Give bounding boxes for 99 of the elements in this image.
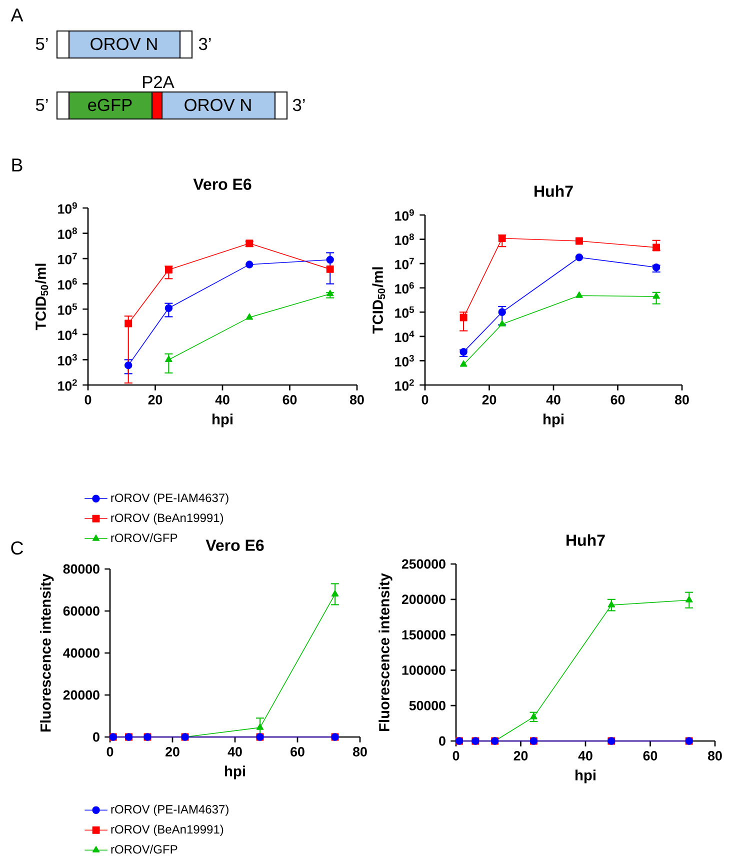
point <box>124 361 132 370</box>
text: eGFP <box>88 98 132 112</box>
point <box>164 266 172 274</box>
x-tick-label: 0 <box>106 747 114 756</box>
y-tick-label: 10$^{9}$ <box>58 202 77 214</box>
y-tick-label: 200000 <box>402 594 446 604</box>
y-tick-label: 10$^{5}$ <box>395 306 414 318</box>
y-tick-label: 10$^{2}$ <box>395 379 414 391</box>
legend-label: rOROV/GFP <box>111 844 178 854</box>
y-tick-label: 10$^{7}$ <box>58 252 77 264</box>
legend-label: rOROV (PE-IAM4637) <box>111 493 228 504</box>
chart-title: Vero E6 <box>206 540 264 551</box>
x-tick-label: 40 <box>546 395 560 404</box>
legend-label: rOROV (BeAn19991) <box>111 824 224 836</box>
text: B <box>12 158 22 172</box>
x-tick-label: 20 <box>148 395 162 404</box>
x-tick-label: 0 <box>452 751 460 760</box>
x-tick-label: 80 <box>675 395 689 404</box>
text: 3’ <box>292 98 305 112</box>
x-tick-label: 60 <box>290 747 304 756</box>
x-tick-label: 40 <box>578 751 592 760</box>
y-tick-label: 150000 <box>402 630 446 640</box>
point <box>498 320 506 326</box>
point <box>165 356 172 362</box>
y-axis-title: TCID$_{50}$/ml <box>372 267 386 334</box>
point <box>576 291 583 298</box>
x-tick-label: 60 <box>610 395 625 404</box>
y-tick-label: 60000 <box>63 606 100 616</box>
y-tick-label: 100000 <box>402 665 446 675</box>
y-tick-label: 10$^{3}$ <box>58 354 77 366</box>
point <box>685 596 693 602</box>
legend-label: rOROV/GFP <box>111 533 178 542</box>
x-tick-label: 60 <box>643 751 658 760</box>
point <box>575 237 583 245</box>
y-tick-label: 250000 <box>402 559 446 569</box>
y-tick-label: 10$^{6}$ <box>58 278 77 290</box>
y-tick-label: 20000 <box>63 690 100 700</box>
point <box>652 292 660 299</box>
x-tick-label: 80 <box>353 747 367 756</box>
x-axis-title: hpi <box>212 414 232 428</box>
legend-label: rOROV (BeAn19991) <box>111 513 224 524</box>
text: OROV N <box>90 38 157 50</box>
chart-title: Huh7 <box>566 534 605 546</box>
text: C <box>11 541 24 555</box>
x-axis-title: hpi <box>544 414 564 428</box>
y-tick-label: 10$^{6}$ <box>395 282 414 294</box>
text: A <box>10 8 24 22</box>
y-tick-label: 40000 <box>63 648 100 658</box>
y-tick-label: 10$^{4}$ <box>395 330 414 342</box>
point <box>124 320 132 328</box>
point <box>246 260 254 268</box>
y-tick-label: 0 <box>93 732 100 742</box>
y-tick-label: 50000 <box>409 700 446 710</box>
x-tick-label: 40 <box>228 747 242 756</box>
y-tick-label: 0 <box>439 736 446 746</box>
y-tick-label: 10$^{7}$ <box>395 258 414 270</box>
text: P2A <box>143 76 174 88</box>
point <box>460 314 468 322</box>
text: 5’ <box>36 98 48 112</box>
point <box>575 254 584 262</box>
y-axis-title: Fluorescence intensity <box>40 574 54 732</box>
y-axis-title: Fluorescence intensity <box>378 573 392 731</box>
x-tick-label: 40 <box>215 395 230 404</box>
point <box>498 234 506 242</box>
point <box>530 712 538 720</box>
y-tick-label: 10$^{2}$ <box>58 379 77 391</box>
y-tick-label: 10$^{9}$ <box>395 209 414 221</box>
x-tick-label: 60 <box>282 395 297 404</box>
y-tick-label: 10$^{8}$ <box>58 228 77 240</box>
point <box>460 360 468 367</box>
x-tick-label: 20 <box>514 751 528 760</box>
x-tick-label: 80 <box>350 395 364 404</box>
point <box>326 265 334 273</box>
chart-title: Vero E6 <box>193 178 252 190</box>
y-tick-label: 80000 <box>63 564 100 574</box>
y-tick-label: 10$^{8}$ <box>395 234 414 246</box>
point <box>652 244 660 252</box>
x-tick-label: 20 <box>166 747 180 756</box>
point <box>326 256 334 264</box>
y-tick-label: 10$^{5}$ <box>58 303 78 315</box>
x-tick-label: 80 <box>708 751 722 760</box>
point <box>498 308 506 316</box>
legend-label: rOROV (PE-IAM4637) <box>111 804 228 816</box>
x-tick-label: 0 <box>84 395 92 404</box>
point <box>246 313 254 320</box>
point <box>608 600 616 608</box>
x-axis-title: hpi <box>225 766 245 780</box>
point <box>331 590 339 596</box>
y-axis-title: TCID$_{50}$/ml <box>35 264 48 330</box>
y-tick-label: 10$^{3}$ <box>395 354 414 366</box>
chart-title: Huh7 <box>534 185 573 197</box>
text: OROV N <box>184 98 251 112</box>
text: 5’ <box>36 38 48 50</box>
x-axis-title: hpi <box>576 770 596 784</box>
y-tick-label: 10$^{4}$ <box>58 328 78 340</box>
point <box>164 304 173 312</box>
text: 3’ <box>198 38 211 50</box>
x-tick-label: 20 <box>482 395 496 404</box>
point <box>256 723 264 730</box>
